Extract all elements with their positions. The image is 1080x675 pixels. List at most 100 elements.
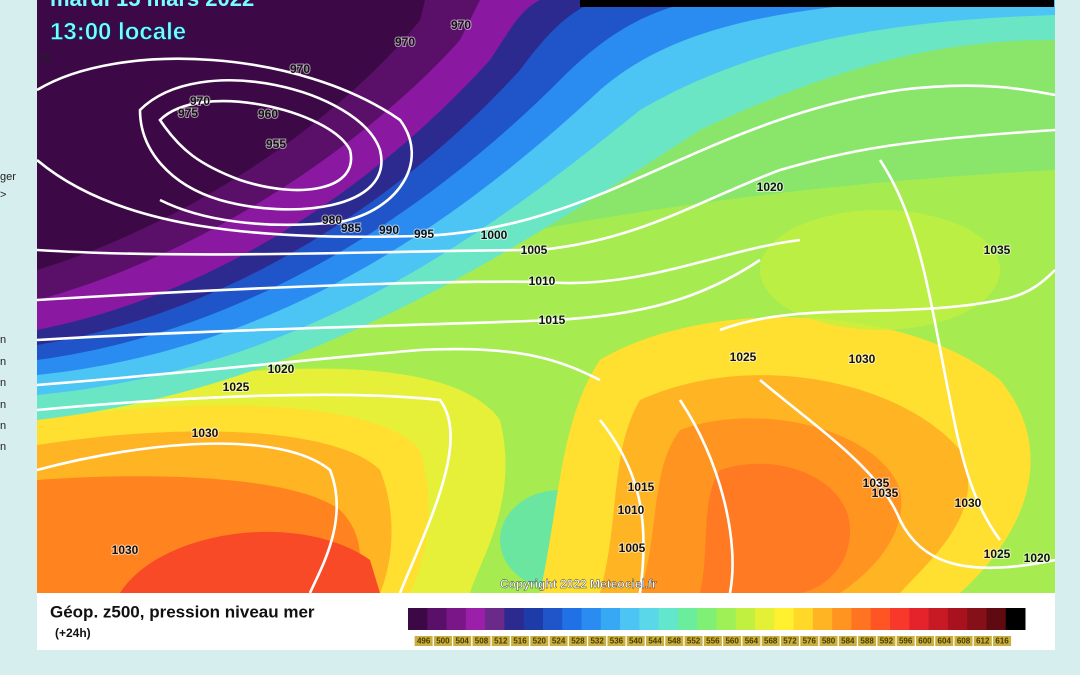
level-label: 552 [687,637,701,646]
color-swatch [562,608,583,630]
level-label: 536 [610,637,624,646]
isobar-label: 1025 [730,350,757,364]
level-label-box [511,636,530,646]
level-label-box [530,636,549,646]
level-label-box [723,636,742,646]
isobar-label: 970 [395,35,415,49]
level-label: 592 [880,637,894,646]
level-label: 596 [899,637,913,646]
level-label-box [549,636,568,646]
isobar-label: 1020 [757,180,784,194]
isobar-label: 970 [290,62,310,76]
color-swatch [658,608,679,630]
level-label-box [896,636,915,646]
color-swatch [890,608,910,630]
color-swatch [755,608,775,630]
level-label: 508 [475,637,489,646]
level-label: 496 [417,637,431,646]
level-label-box [800,636,819,646]
level-label: 580 [822,637,836,646]
level-label-box [858,636,877,646]
level-label: 520 [533,637,547,646]
level-label: 568 [764,637,778,646]
isobar-label: 970 [451,18,471,32]
isobar-label: 1005 [521,243,548,257]
level-label: 528 [571,637,585,646]
color-swatch [967,608,987,630]
level-label: 584 [841,637,855,646]
level-label: 612 [976,637,990,646]
color-swatch [600,608,621,630]
color-swatch [542,608,563,630]
isobar-label: 1015 [539,313,566,327]
map [37,0,1055,593]
level-label-box [761,636,780,646]
level-label: 564 [745,637,759,646]
level-label: 560 [725,637,739,646]
isobar-label: 1030 [955,496,982,510]
legend-subtitle: (+24h) [55,626,91,640]
level-label: 548 [668,637,682,646]
isobar-label: 1015 [628,480,655,494]
color-swatch [832,608,852,630]
isobar-label: 1025 [223,380,250,394]
legend-title: Géop. z500, pression niveau mer [50,602,315,621]
level-label-box [838,636,857,646]
copyright: Copyright 2022 Meteociel.fr [500,577,657,591]
isobar-label: 1035 [863,476,890,490]
colorbar: 496 500 504 508 512 516 520 524 528 532 536 540 544 5… [408,608,1026,646]
isobar-label: 980 [322,213,342,227]
level-label: 512 [494,637,508,646]
level-label: 532 [590,637,604,646]
level-label-box [453,636,472,646]
isobar-label: 960 [258,107,278,121]
level-label-box [414,636,433,646]
color-swatch [408,608,428,630]
isobar-label: 995 [414,227,434,241]
level-label: 572 [783,637,797,646]
level-label: 556 [706,637,720,646]
color-swatch [793,608,814,630]
left-edge-text: n [0,377,6,389]
color-swatch [1005,608,1026,630]
isobar-label: 1030 [112,543,139,557]
left-edge-text: n [0,399,6,411]
level-label-box [742,636,761,646]
header-date: mardi 15 mars 2022 [50,0,254,11]
level-label-box [433,636,452,646]
color-swatch [851,608,872,630]
level-label-box [915,636,934,646]
color-swatch [774,608,795,630]
isobar-label: 1020 [1024,551,1051,565]
color-swatch [677,608,698,630]
level-label-box [646,636,665,646]
isobar-label: 1000 [481,228,508,242]
level-label-box [973,636,992,646]
color-swatch [485,608,505,630]
level-label-box [588,636,607,646]
left-edge-text: 75 [37,52,51,66]
level-label-box [607,636,626,646]
isobar-label: 1030 [192,426,219,440]
color-swatch [446,608,467,630]
level-label-box [684,636,703,646]
level-label: 524 [552,637,566,646]
color-swatch [735,608,756,630]
color-swatch [427,608,448,630]
isobar-label: 1010 [529,274,556,288]
isobar-label: 955 [266,137,286,151]
level-label-box [491,636,510,646]
left-edge-text: n [0,356,6,368]
level-label-box [665,636,684,646]
level-label-box [472,636,491,646]
header-time: 13:00 locale [50,18,186,45]
isobar-label: 975 [178,106,198,120]
level-label: 588 [860,637,874,646]
color-swatch [523,608,544,630]
level-label-box [703,636,722,646]
isobar-label: 990 [379,223,399,237]
top-info-bar [580,0,1054,7]
level-label-box [877,636,896,646]
